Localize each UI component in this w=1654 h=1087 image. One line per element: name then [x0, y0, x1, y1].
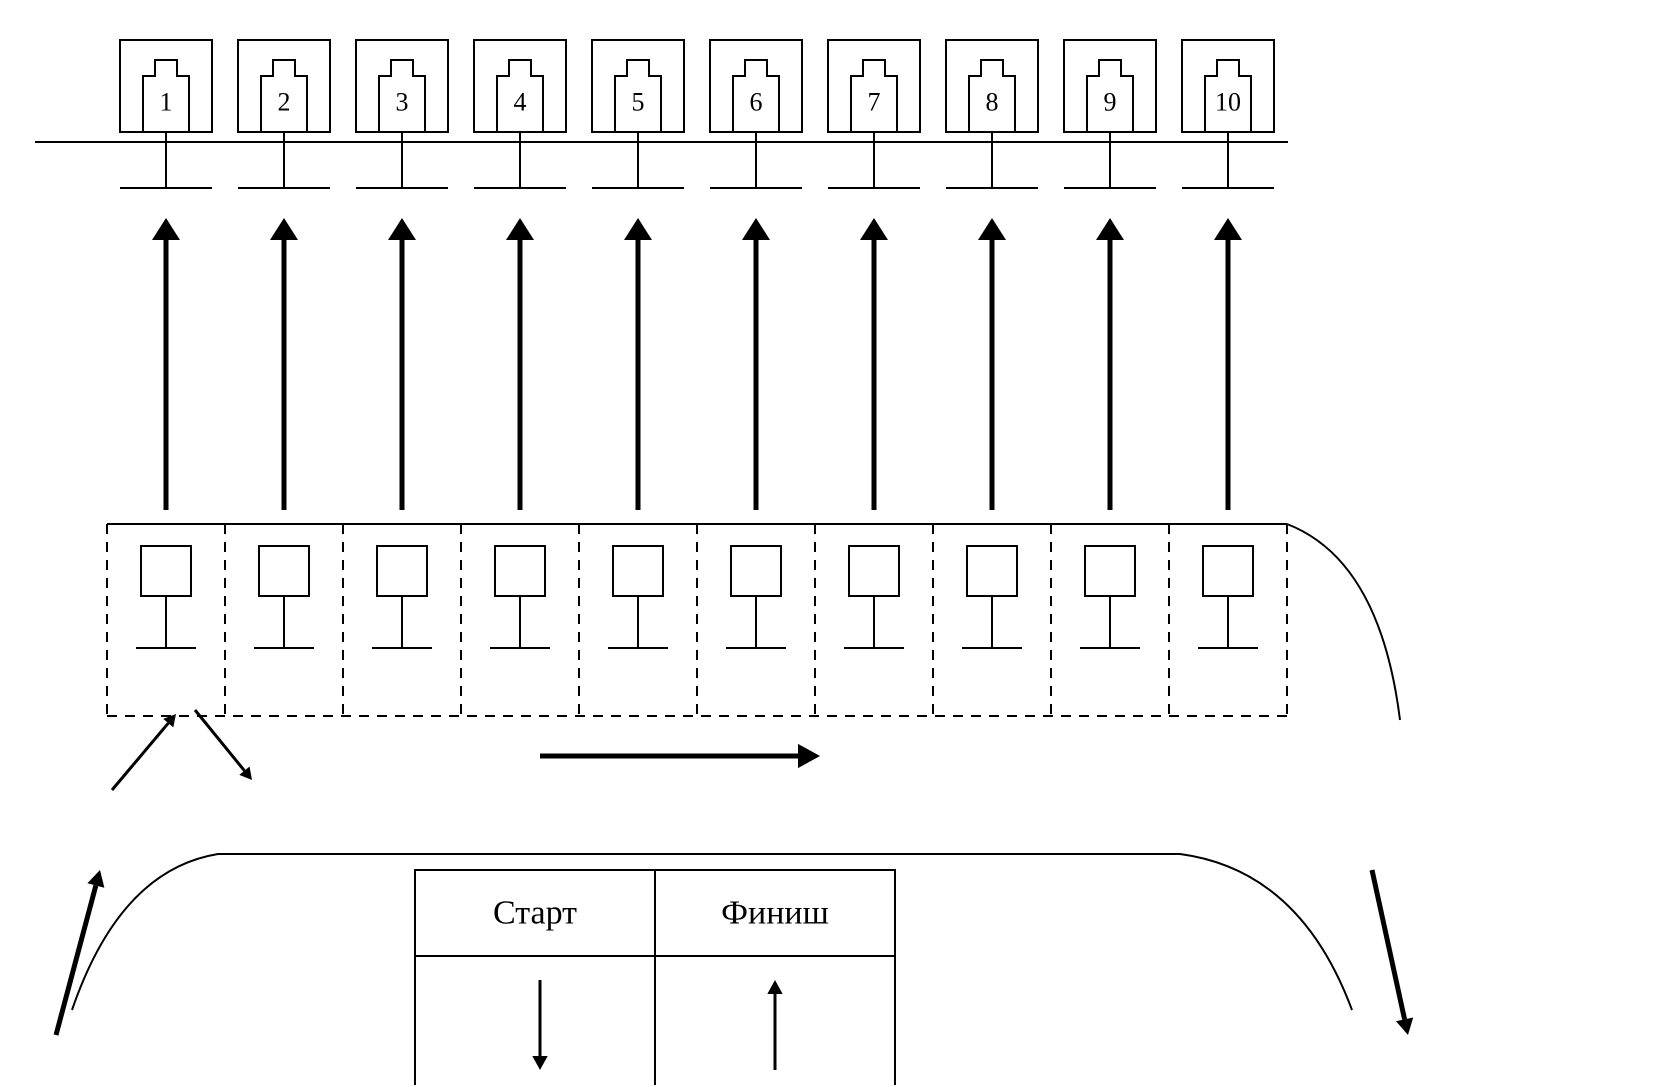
target-label-10: 10 [1215, 88, 1241, 117]
target-label-7: 7 [868, 88, 881, 117]
target-label-8: 8 [986, 88, 999, 117]
lane-right-curve [1287, 524, 1400, 720]
lane-1 [141, 546, 191, 596]
lane-10 [1169, 524, 1253, 716]
approach-arrow-in [112, 714, 176, 790]
fire-arrow-10 [1214, 218, 1242, 510]
fire-arrow-7 [860, 218, 888, 510]
lane-2 [225, 524, 309, 716]
start-arrow-down [532, 980, 547, 1070]
approach-arrow-out [195, 710, 252, 780]
target-10: 10 [1182, 40, 1274, 132]
finish-arrow-up [767, 980, 782, 1070]
target-6: 6 [710, 40, 802, 132]
lane-9 [1051, 524, 1135, 716]
fire-arrow-3 [388, 218, 416, 510]
fire-arrow-2 [270, 218, 298, 510]
target-label-9: 9 [1104, 88, 1117, 117]
lane-3 [343, 524, 427, 716]
target-5: 5 [592, 40, 684, 132]
target-1: 1 [120, 40, 212, 132]
track-curve [72, 854, 1352, 1010]
target-label-5: 5 [632, 88, 645, 117]
diagram-canvas: 1 2 3 4 5 6 7 8 9 10 Старт Финиш [0, 0, 1654, 1087]
fire-arrow-8 [978, 218, 1006, 510]
fire-arrow-1 [152, 218, 180, 510]
lane-8 [933, 524, 1017, 716]
lane-5 [579, 524, 663, 716]
movement-arrow [540, 744, 820, 768]
fire-arrow-9 [1096, 218, 1124, 510]
start-label: Старт [493, 894, 577, 931]
target-label-2: 2 [278, 88, 291, 117]
fire-arrow-5 [624, 218, 652, 510]
target-2: 2 [238, 40, 330, 132]
lane-6 [697, 524, 781, 716]
track-arrow-right [1372, 870, 1413, 1035]
target-9: 9 [1064, 40, 1156, 132]
target-label-1: 1 [160, 88, 173, 117]
start-finish-box: Старт Финиш [415, 870, 895, 1085]
fire-arrow-4 [506, 218, 534, 510]
target-4: 4 [474, 40, 566, 132]
finish-label: Финиш [721, 894, 829, 931]
fire-arrow-6 [742, 218, 770, 510]
target-7: 7 [828, 40, 920, 132]
target-8: 8 [946, 40, 1038, 132]
lane-4 [461, 524, 545, 716]
target-label-4: 4 [514, 88, 527, 117]
target-label-6: 6 [750, 88, 763, 117]
target-3: 3 [356, 40, 448, 132]
lane-7 [815, 524, 899, 716]
target-label-3: 3 [396, 88, 409, 117]
